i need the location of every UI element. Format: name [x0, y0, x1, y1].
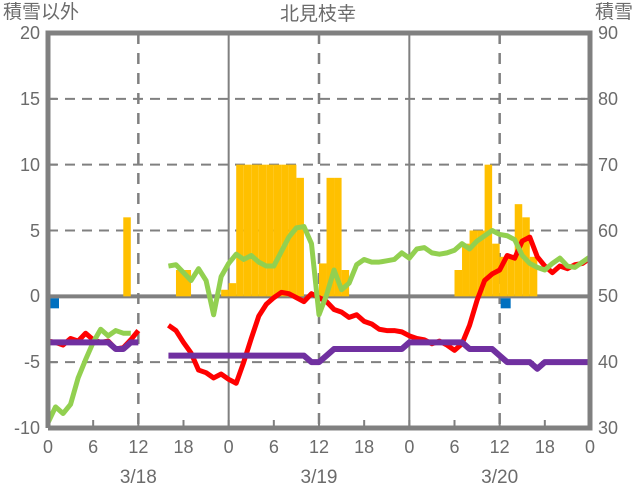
y-axis-left-tick-label: 20	[19, 23, 40, 43]
precipitation-bar	[529, 256, 538, 297]
x-axis-tick-label: 6	[449, 437, 460, 457]
left-axis-title: 積雪以外	[3, 2, 80, 23]
precipitation-bar	[477, 230, 485, 297]
precipitation-bar	[183, 270, 192, 297]
y-axis-right-tick-label: 40	[598, 352, 619, 373]
x-axis-tick-label: 12	[308, 437, 330, 457]
precipitation-bar	[228, 283, 237, 297]
y-axis-left-tick-label: -5	[23, 352, 40, 373]
x-axis-tick-label: 0	[584, 437, 595, 457]
precipitation-bar	[334, 177, 342, 297]
precipitation-bar	[251, 164, 259, 297]
precipitation-bar	[123, 217, 131, 297]
precipitation-bar	[258, 164, 267, 297]
precipitation-bar	[221, 289, 229, 297]
y-axis-right-tick-label: 70	[598, 154, 619, 175]
data-line	[48, 339, 139, 352]
data-line	[168, 224, 592, 318]
y-axis-right-tick-label: 80	[598, 88, 619, 109]
y-axis-left-tick-label: 5	[29, 220, 40, 241]
precipitation-bar	[266, 164, 274, 297]
y-axis-left-tick-label: -10	[13, 418, 40, 438]
precipitation-bar	[507, 256, 515, 297]
chart-title: 北見枝幸	[279, 4, 356, 25]
right-axis-title: 積雪	[594, 2, 633, 23]
precipitation-bar	[236, 164, 244, 297]
axis-frame	[45, 30, 593, 431]
precipitation-bar	[281, 164, 289, 297]
x-axis-tick-label: 0	[42, 437, 53, 457]
x-axis-tick-label: 12	[489, 437, 510, 457]
x-axis-tick-label: 6	[88, 437, 99, 457]
precipitation-bar	[319, 263, 327, 297]
markers-layer	[49, 298, 511, 309]
y-axis-left-tick-label: 0	[29, 286, 40, 307]
precipitation-bar	[175, 270, 184, 297]
x-axis-date-label: 3/20	[481, 467, 519, 488]
precipitation-bar	[499, 256, 508, 297]
x-axis-tick-label: 0	[404, 437, 415, 457]
x-axis-tick-label: 18	[354, 437, 375, 457]
x-axis-date-label: 3/18	[119, 467, 157, 488]
weather-marker	[49, 298, 59, 309]
x-axis-tick-label: 18	[534, 437, 555, 457]
y-axis-right-tick-label: 50	[598, 286, 619, 307]
data-line	[45, 326, 131, 424]
y-axis-right-tick-label: 30	[598, 418, 619, 438]
precipitation-bar	[462, 243, 470, 297]
weather-marker	[500, 298, 511, 309]
x-axis-tick-label: 12	[128, 437, 149, 457]
plot-frame	[45, 30, 593, 431]
precipitation-bar	[296, 177, 304, 297]
x-axis-tick-label: 18	[173, 437, 194, 457]
x-axis-date-label: 3/19	[300, 467, 338, 488]
data-line	[168, 339, 590, 372]
x-axis-tick-label: 0	[223, 437, 234, 457]
lines-layer	[45, 224, 592, 424]
precipitation-bar	[454, 270, 463, 297]
y-axis-left-tick-label: 15	[19, 88, 40, 109]
precipitation-bar	[273, 164, 282, 297]
x-axis-tick-label: 6	[268, 437, 279, 457]
y-axis-left-tick-label: 10	[19, 154, 40, 175]
y-axis-right-tick-label: 90	[598, 23, 619, 43]
precipitation-bar	[243, 164, 252, 297]
precipitation-bar	[469, 230, 478, 297]
y-axis-right-tick-label: 60	[598, 220, 619, 241]
precipitation-bar	[326, 177, 335, 297]
